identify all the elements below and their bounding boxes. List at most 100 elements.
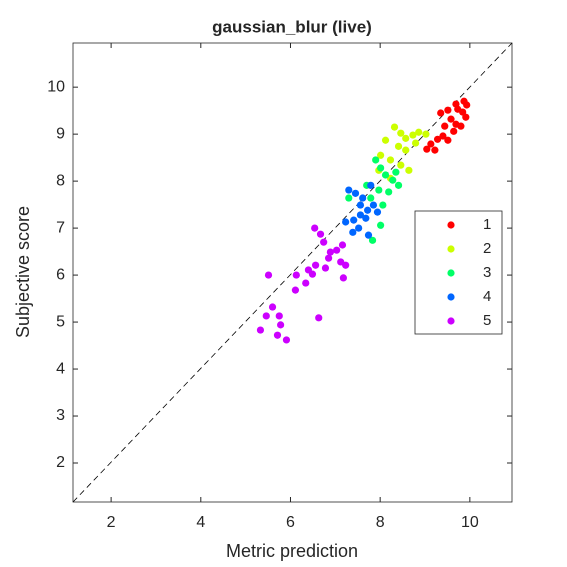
x-tick-label: 6 <box>286 514 295 531</box>
point <box>377 164 385 172</box>
point <box>397 161 405 169</box>
point <box>342 218 350 226</box>
legend-label: 3 <box>483 264 491 281</box>
point <box>375 186 383 194</box>
identity-line <box>72 42 513 503</box>
point <box>433 135 442 143</box>
x-tick-label: 2 <box>107 514 116 531</box>
point <box>264 271 273 279</box>
point <box>324 254 333 262</box>
point <box>351 189 360 197</box>
point <box>282 336 291 344</box>
point <box>311 261 320 269</box>
point <box>394 142 403 150</box>
point <box>316 230 325 238</box>
point <box>439 132 447 140</box>
point <box>394 181 403 189</box>
point <box>427 140 435 148</box>
point <box>381 136 390 144</box>
point <box>302 279 310 287</box>
y-tick-label: 10 <box>47 78 65 95</box>
point <box>392 168 400 176</box>
point <box>345 186 353 194</box>
point <box>463 101 471 109</box>
point <box>277 321 285 329</box>
point <box>311 224 319 232</box>
point <box>422 130 430 138</box>
point <box>423 145 431 153</box>
point <box>389 176 397 184</box>
point <box>431 146 439 154</box>
legend-marker <box>447 221 455 229</box>
point <box>377 221 385 229</box>
y-tick-label: 5 <box>56 313 65 330</box>
point <box>339 274 347 282</box>
chart-title: gaussian_blur (live) <box>212 17 372 36</box>
point <box>386 156 395 164</box>
point <box>447 115 455 123</box>
point <box>381 171 390 179</box>
point <box>367 194 375 202</box>
point <box>390 123 399 131</box>
legend-label: 1 <box>483 216 491 233</box>
point <box>292 271 300 279</box>
y-tick-label: 7 <box>56 219 65 236</box>
point <box>450 127 458 135</box>
point <box>402 146 410 154</box>
legend-label: 2 <box>483 240 491 257</box>
y-tick-label: 3 <box>56 407 65 424</box>
point <box>268 303 277 311</box>
legend-label: 4 <box>483 288 491 305</box>
legend-marker <box>447 269 455 277</box>
point <box>457 122 465 130</box>
point <box>405 166 413 174</box>
point <box>350 216 358 224</box>
point <box>342 261 350 269</box>
point <box>409 131 417 139</box>
point <box>444 106 452 114</box>
point <box>372 156 380 164</box>
point <box>444 136 452 144</box>
y-tick-label: 8 <box>56 172 65 189</box>
point <box>333 246 341 254</box>
y-tick-label: 2 <box>56 454 65 471</box>
legend-marker <box>447 293 455 301</box>
point <box>397 129 405 137</box>
point <box>367 181 375 189</box>
point <box>349 228 357 236</box>
point <box>326 248 334 256</box>
point <box>356 201 365 209</box>
point <box>275 312 283 320</box>
point <box>356 211 365 219</box>
x-tick-label: 8 <box>376 514 385 531</box>
point <box>321 264 330 272</box>
point <box>273 331 282 339</box>
point <box>262 312 270 320</box>
y-tick-label: 6 <box>56 266 65 283</box>
x-tick-label: 10 <box>461 514 479 531</box>
point <box>364 231 373 239</box>
point <box>459 108 467 116</box>
legend-label: 5 <box>483 312 491 329</box>
point <box>256 326 265 334</box>
x-axis-label: Metric prediction <box>226 541 358 561</box>
point <box>364 206 372 214</box>
point <box>338 241 347 249</box>
x-tick-label: 4 <box>196 514 205 531</box>
point <box>415 128 423 136</box>
y-axis-label: Subjective score <box>13 206 33 338</box>
point <box>362 214 370 222</box>
point <box>441 122 449 130</box>
point <box>355 224 363 232</box>
point <box>385 188 393 196</box>
point <box>315 314 323 322</box>
y-tick-label: 9 <box>56 125 65 142</box>
legend-marker <box>447 245 455 253</box>
point <box>373 208 382 216</box>
point <box>308 270 317 278</box>
point <box>345 194 353 202</box>
y-tick-label: 4 <box>56 360 65 377</box>
point <box>379 201 387 209</box>
point <box>402 134 410 142</box>
